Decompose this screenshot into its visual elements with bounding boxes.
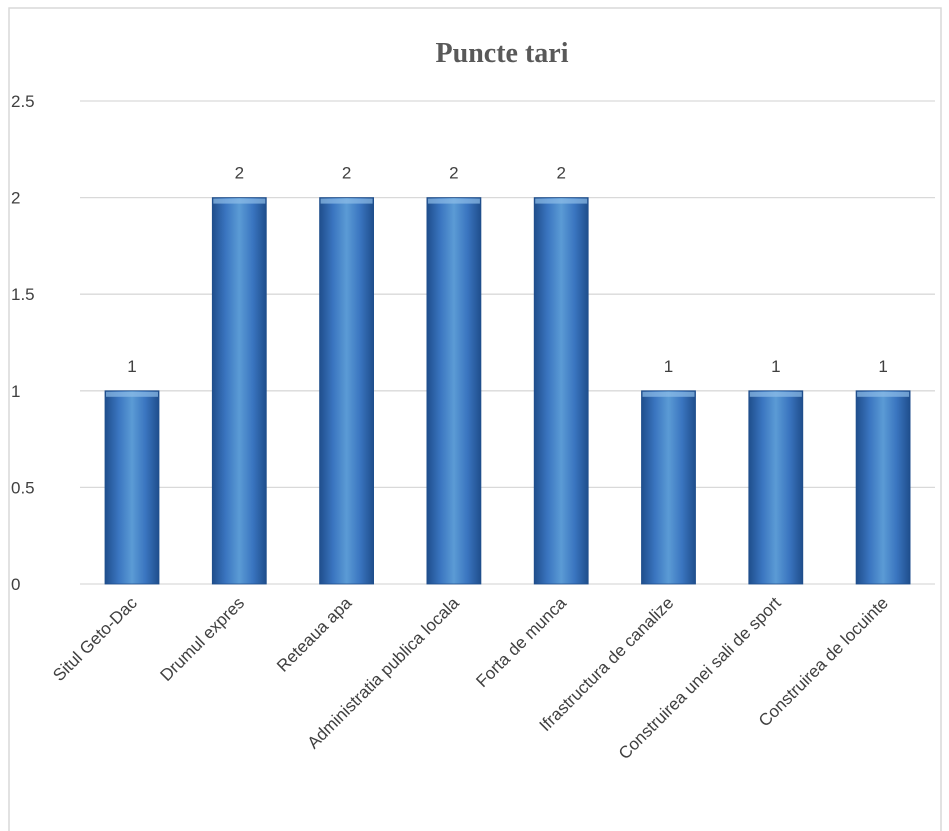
bar [319, 197, 375, 585]
data-label: 1 [771, 357, 780, 376]
bar-bevel [213, 198, 266, 204]
data-label: 2 [235, 164, 244, 183]
chart-title: Puncte tari [436, 38, 569, 69]
bar [748, 390, 804, 585]
y-tick-label: 1 [11, 382, 20, 401]
bar-bevel [749, 391, 802, 397]
bar [426, 197, 482, 585]
bar [211, 197, 267, 585]
y-tick-label: 2.5 [11, 92, 35, 111]
y-axis-ticks: 0 0.5 1 1.5 2 2.5 [11, 92, 35, 594]
bar-bevel [106, 391, 158, 397]
y-tick-label: 0 [11, 575, 20, 594]
bar [104, 390, 160, 585]
data-labels: 1 2 2 2 2 1 1 1 [127, 164, 888, 376]
bar [533, 197, 589, 585]
data-label: 1 [664, 357, 673, 376]
bar-bevel [535, 198, 588, 204]
data-label: 1 [878, 357, 887, 376]
bar-bevel [320, 198, 373, 204]
bar [855, 390, 911, 585]
data-label: 1 [127, 357, 136, 376]
bar-bevel [642, 391, 695, 397]
bar-bevel [427, 198, 480, 204]
y-tick-label: 0.5 [11, 478, 35, 497]
bars [104, 197, 911, 585]
bar-bevel [857, 391, 910, 397]
data-label: 2 [449, 164, 458, 183]
data-label: 2 [556, 164, 565, 183]
bar [641, 390, 696, 585]
y-tick-label: 1.5 [11, 285, 35, 304]
y-tick-label: 2 [11, 189, 20, 208]
data-label: 2 [342, 164, 351, 183]
